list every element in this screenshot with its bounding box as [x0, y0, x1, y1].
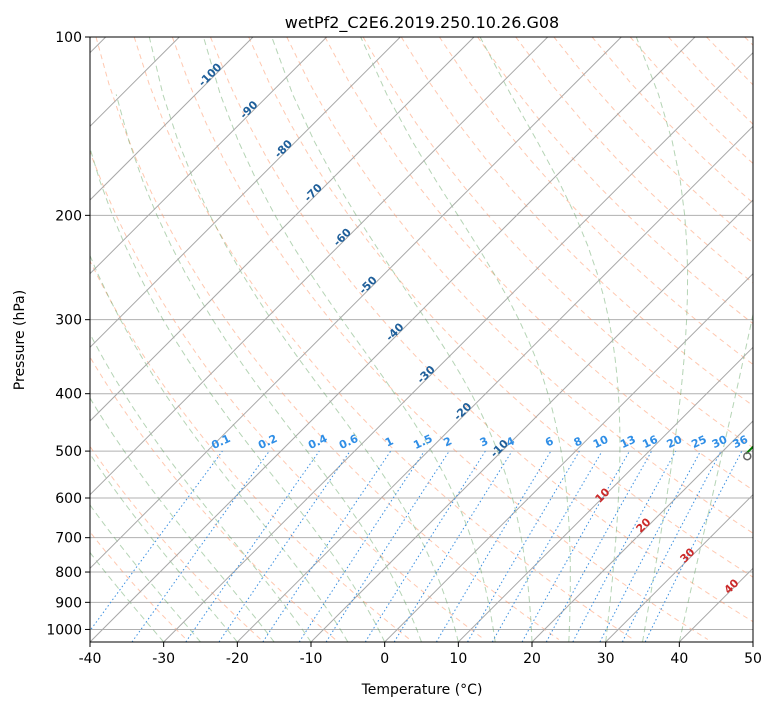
x-axis-label: Temperature (°C): [361, 682, 483, 698]
chart-title: wetPf2_C2E6.2019.250.10.26.G08: [285, 13, 559, 33]
x-tick-label: 30: [597, 651, 615, 667]
y-tick-label: 900: [55, 595, 82, 611]
x-tick-label: -20: [226, 651, 249, 667]
x-tick-label: 0: [380, 651, 389, 667]
y-tick-label: 700: [55, 531, 82, 547]
x-tick-label: 20: [523, 651, 541, 667]
y-tick-label: 300: [55, 313, 82, 329]
x-tick-label: -10: [300, 651, 323, 667]
x-tick-label: -40: [79, 651, 102, 667]
y-tick-label: 800: [55, 565, 82, 581]
y-tick-label: 500: [55, 444, 82, 460]
x-tick-label: 50: [744, 651, 762, 667]
y-axis-label: Pressure (hPa): [12, 290, 28, 390]
x-tick-label: -30: [152, 651, 175, 667]
y-tick-label: 100: [55, 30, 82, 46]
y-tick-label: 400: [55, 387, 82, 403]
y-tick-label: 200: [55, 208, 82, 224]
y-tick-label: 600: [55, 491, 82, 507]
x-tick-label: 40: [670, 651, 688, 667]
x-tick-label: 10: [449, 651, 467, 667]
y-tick-label: 1000: [46, 622, 82, 638]
